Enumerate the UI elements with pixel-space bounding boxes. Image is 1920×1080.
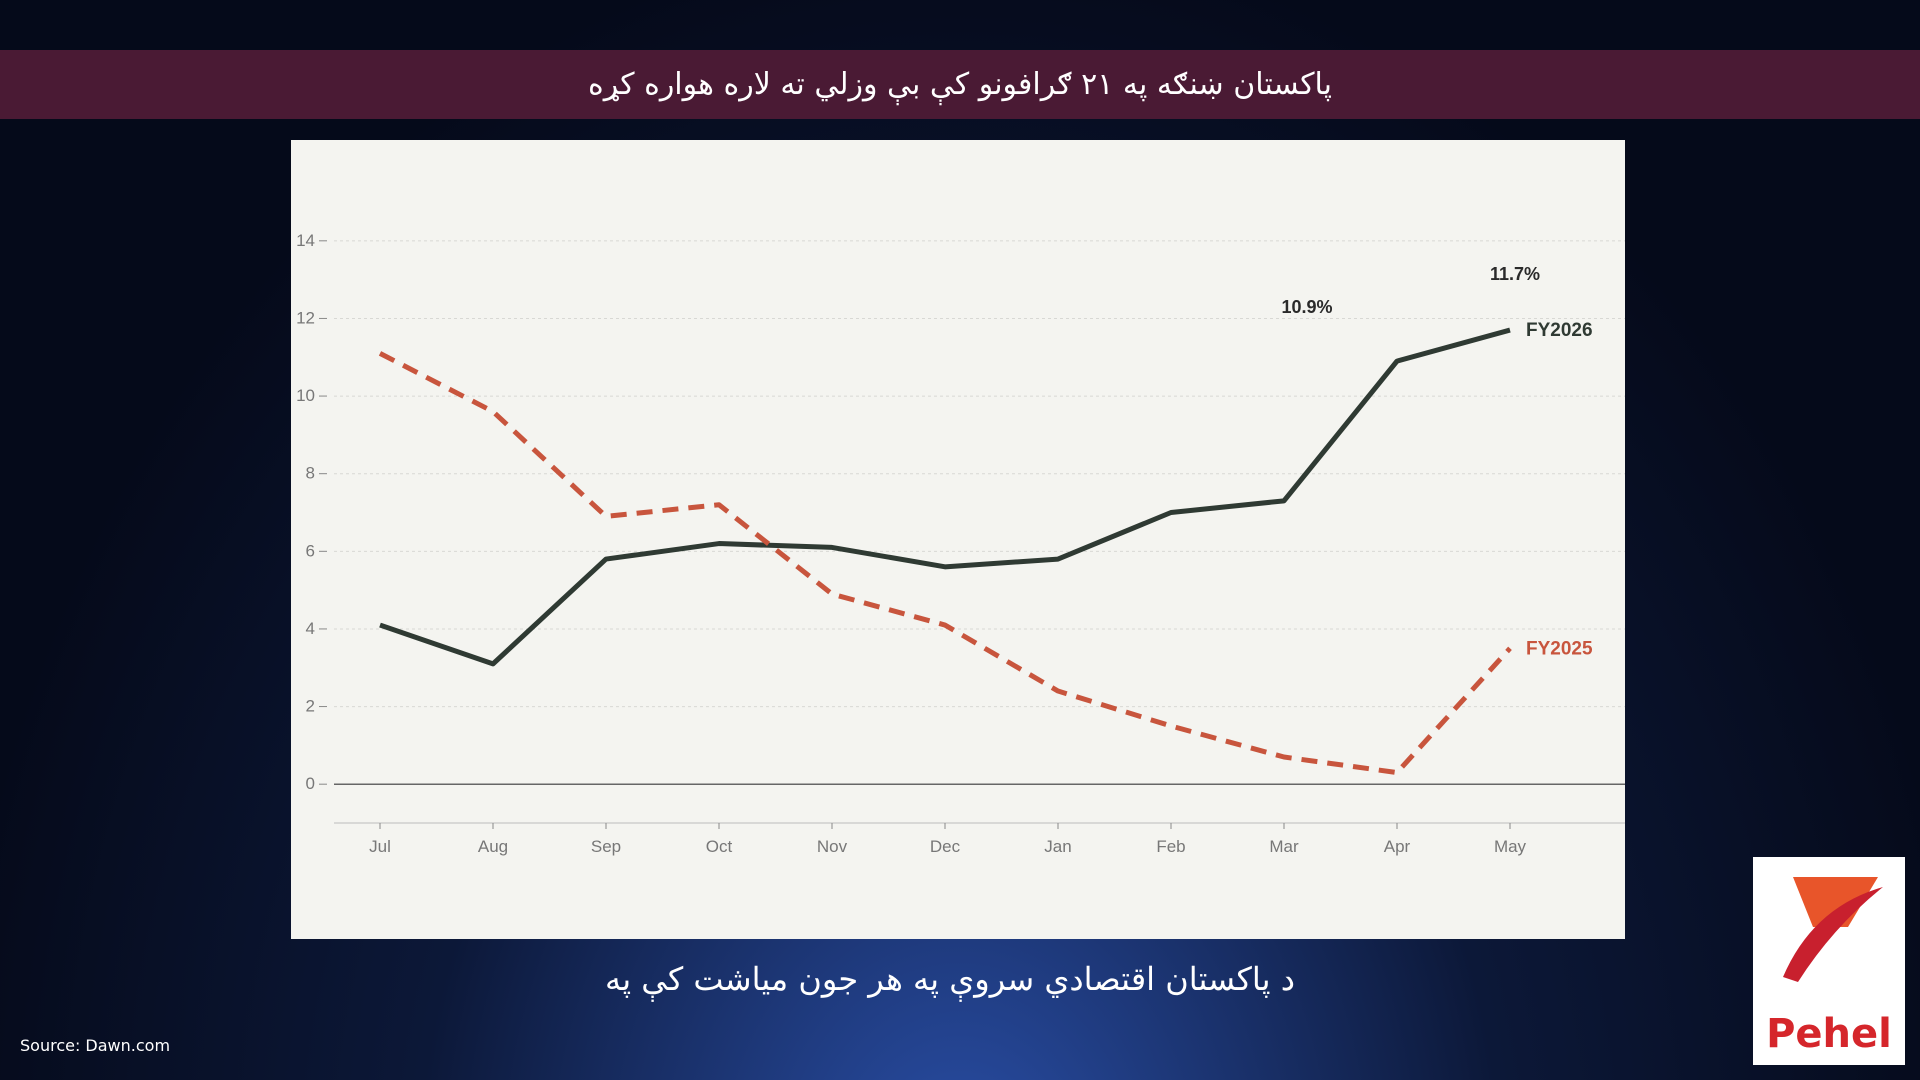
chart-panel: 0 2 4 6 8 10 12 14 Jul Aug Sep Oct Nov Dec Jan Feb Mar Ap… xyxy=(291,140,1625,939)
value-label: 11.7% xyxy=(1490,264,1540,284)
y-tick-label: 0 xyxy=(306,774,315,793)
y-tick-label: 2 xyxy=(306,697,315,716)
logo-text: Pehel xyxy=(1766,1011,1892,1057)
x-tick-label: Sep xyxy=(591,837,621,856)
y-tick-label: 6 xyxy=(306,541,315,560)
x-tick-label: May xyxy=(1494,837,1527,856)
x-tick-label: Jan xyxy=(1044,837,1071,856)
x-tick-label: Oct xyxy=(706,837,733,856)
x-tick-label: Aug xyxy=(478,837,508,856)
logo: Pehel xyxy=(1753,857,1905,1065)
series-line xyxy=(379,327,1511,667)
y-tick-label: 4 xyxy=(306,619,315,638)
value-label: 10.9% xyxy=(1281,297,1332,317)
y-tick-label: 8 xyxy=(306,464,315,483)
y-tick-label: 12 xyxy=(296,308,315,327)
x-tick-label: Dec xyxy=(930,837,961,856)
series-line xyxy=(378,351,1512,776)
x-tick-label: Mar xyxy=(1269,837,1299,856)
logo-icon xyxy=(1783,877,1883,982)
x-tick-label: Feb xyxy=(1156,837,1185,856)
chart: 0 2 4 6 8 10 12 14 Jul Aug Sep Oct Nov Dec Jan Feb Mar Ap… xyxy=(296,231,1625,856)
series-label: FY2026 xyxy=(1526,320,1593,341)
y-tick-label: 14 xyxy=(296,231,315,250)
caption: د پاکستان اقتصادي سروې په هر جون میاشت ک… xyxy=(605,960,1295,998)
banner-title: پاکستان ښنګه په ۲۱ ګرافونو کې بې وزلي ته… xyxy=(0,50,1920,119)
source: Source: Dawn.com xyxy=(20,1036,171,1055)
y-tick-label: 10 xyxy=(296,386,315,405)
x-tick-label: Jul xyxy=(369,837,391,856)
x-tick-label: Nov xyxy=(817,837,848,856)
series-label: FY2025 xyxy=(1526,638,1593,659)
x-tick-label: Apr xyxy=(1384,837,1411,856)
